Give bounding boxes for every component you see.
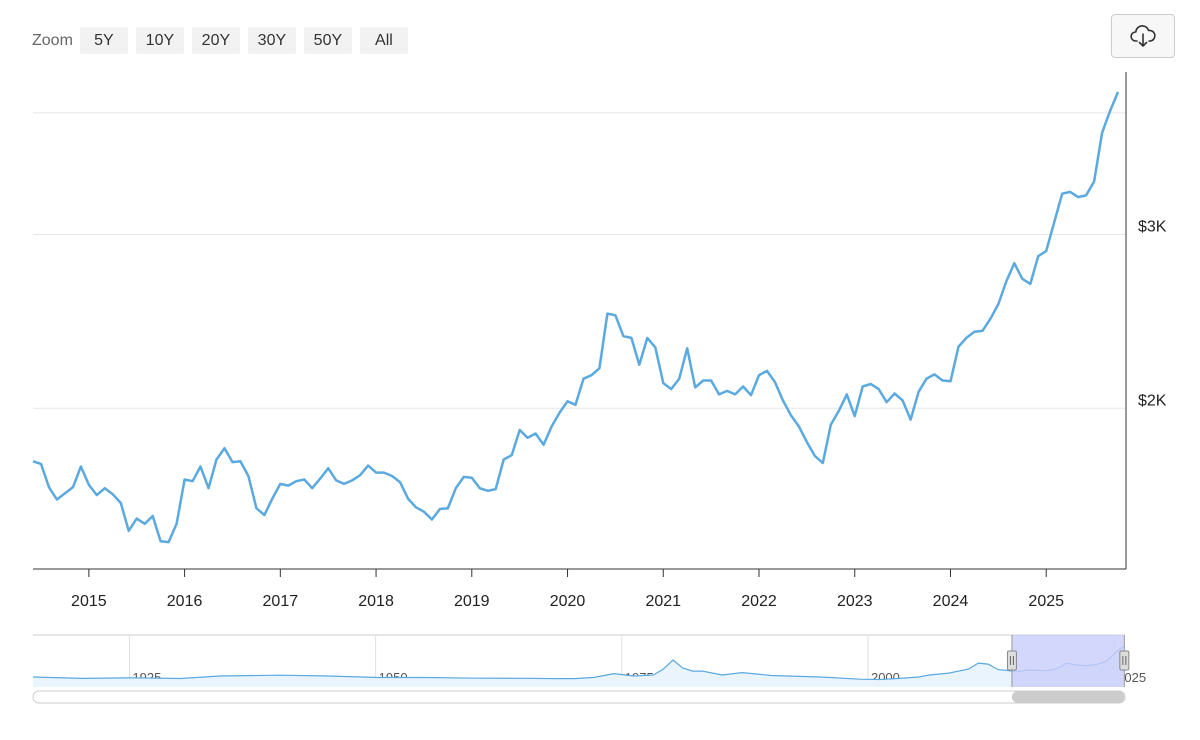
zoom-bar: Zoom 5Y 10Y 20Y 30Y 50Y All — [32, 27, 416, 54]
x-tick-label: 2022 — [741, 593, 777, 610]
grid-layer — [33, 112, 1126, 409]
handle-grip[interactable] — [1006, 650, 1017, 671]
y-tick-label: $3K — [1138, 218, 1167, 235]
navigator-left-handle[interactable] — [1006, 650, 1017, 671]
cloud-download-icon — [1130, 25, 1156, 47]
x-tick-label: 2023 — [837, 593, 873, 610]
navigator-right-handle[interactable] — [1119, 650, 1130, 671]
series-line — [32, 91, 1120, 544]
x-tick-label: 2018 — [358, 593, 394, 610]
x-tick-label: 2019 — [454, 593, 490, 610]
export-button[interactable] — [1111, 14, 1175, 58]
x-tick-label: 2016 — [167, 593, 203, 610]
navigator-selection[interactable] — [1011, 635, 1125, 687]
x-tick-label: 2015 — [71, 593, 107, 610]
scrollbar-thumb[interactable] — [1011, 691, 1125, 703]
handle-grip[interactable] — [1119, 650, 1130, 671]
y-tick-label: $2K — [1138, 392, 1167, 409]
x-tick-label: 2017 — [263, 593, 299, 610]
main-plot — [32, 91, 1120, 544]
zoom-all-button[interactable]: All — [359, 27, 408, 54]
x-tick-label: 2024 — [933, 593, 969, 610]
x-tick-label: 2025 — [1028, 593, 1064, 610]
navigator-area — [33, 646, 1124, 687]
x-tick-label: 2020 — [550, 593, 586, 610]
zoom-label: Zoom — [32, 31, 73, 49]
zoom-50y-button[interactable]: 50Y — [303, 27, 352, 54]
zoom-20y-button[interactable]: 20Y — [191, 27, 240, 54]
y-axis: $2K $3K — [1125, 72, 1167, 569]
scrollbar-track[interactable] — [32, 690, 1126, 704]
zoom-5y-button[interactable]: 5Y — [79, 27, 128, 54]
scrollbar[interactable] — [32, 690, 1126, 704]
zoom-10y-button[interactable]: 10Y — [135, 27, 184, 54]
x-axis: 2015 2016 2017 2018 2019 2020 2021 2022 2023 2024… — [33, 568, 1126, 610]
x-tick-label: 2021 — [645, 593, 681, 610]
zoom-30y-button[interactable]: 30Y — [247, 27, 296, 54]
navigator[interactable]: 19251950197520002025 — [32, 634, 1146, 687]
